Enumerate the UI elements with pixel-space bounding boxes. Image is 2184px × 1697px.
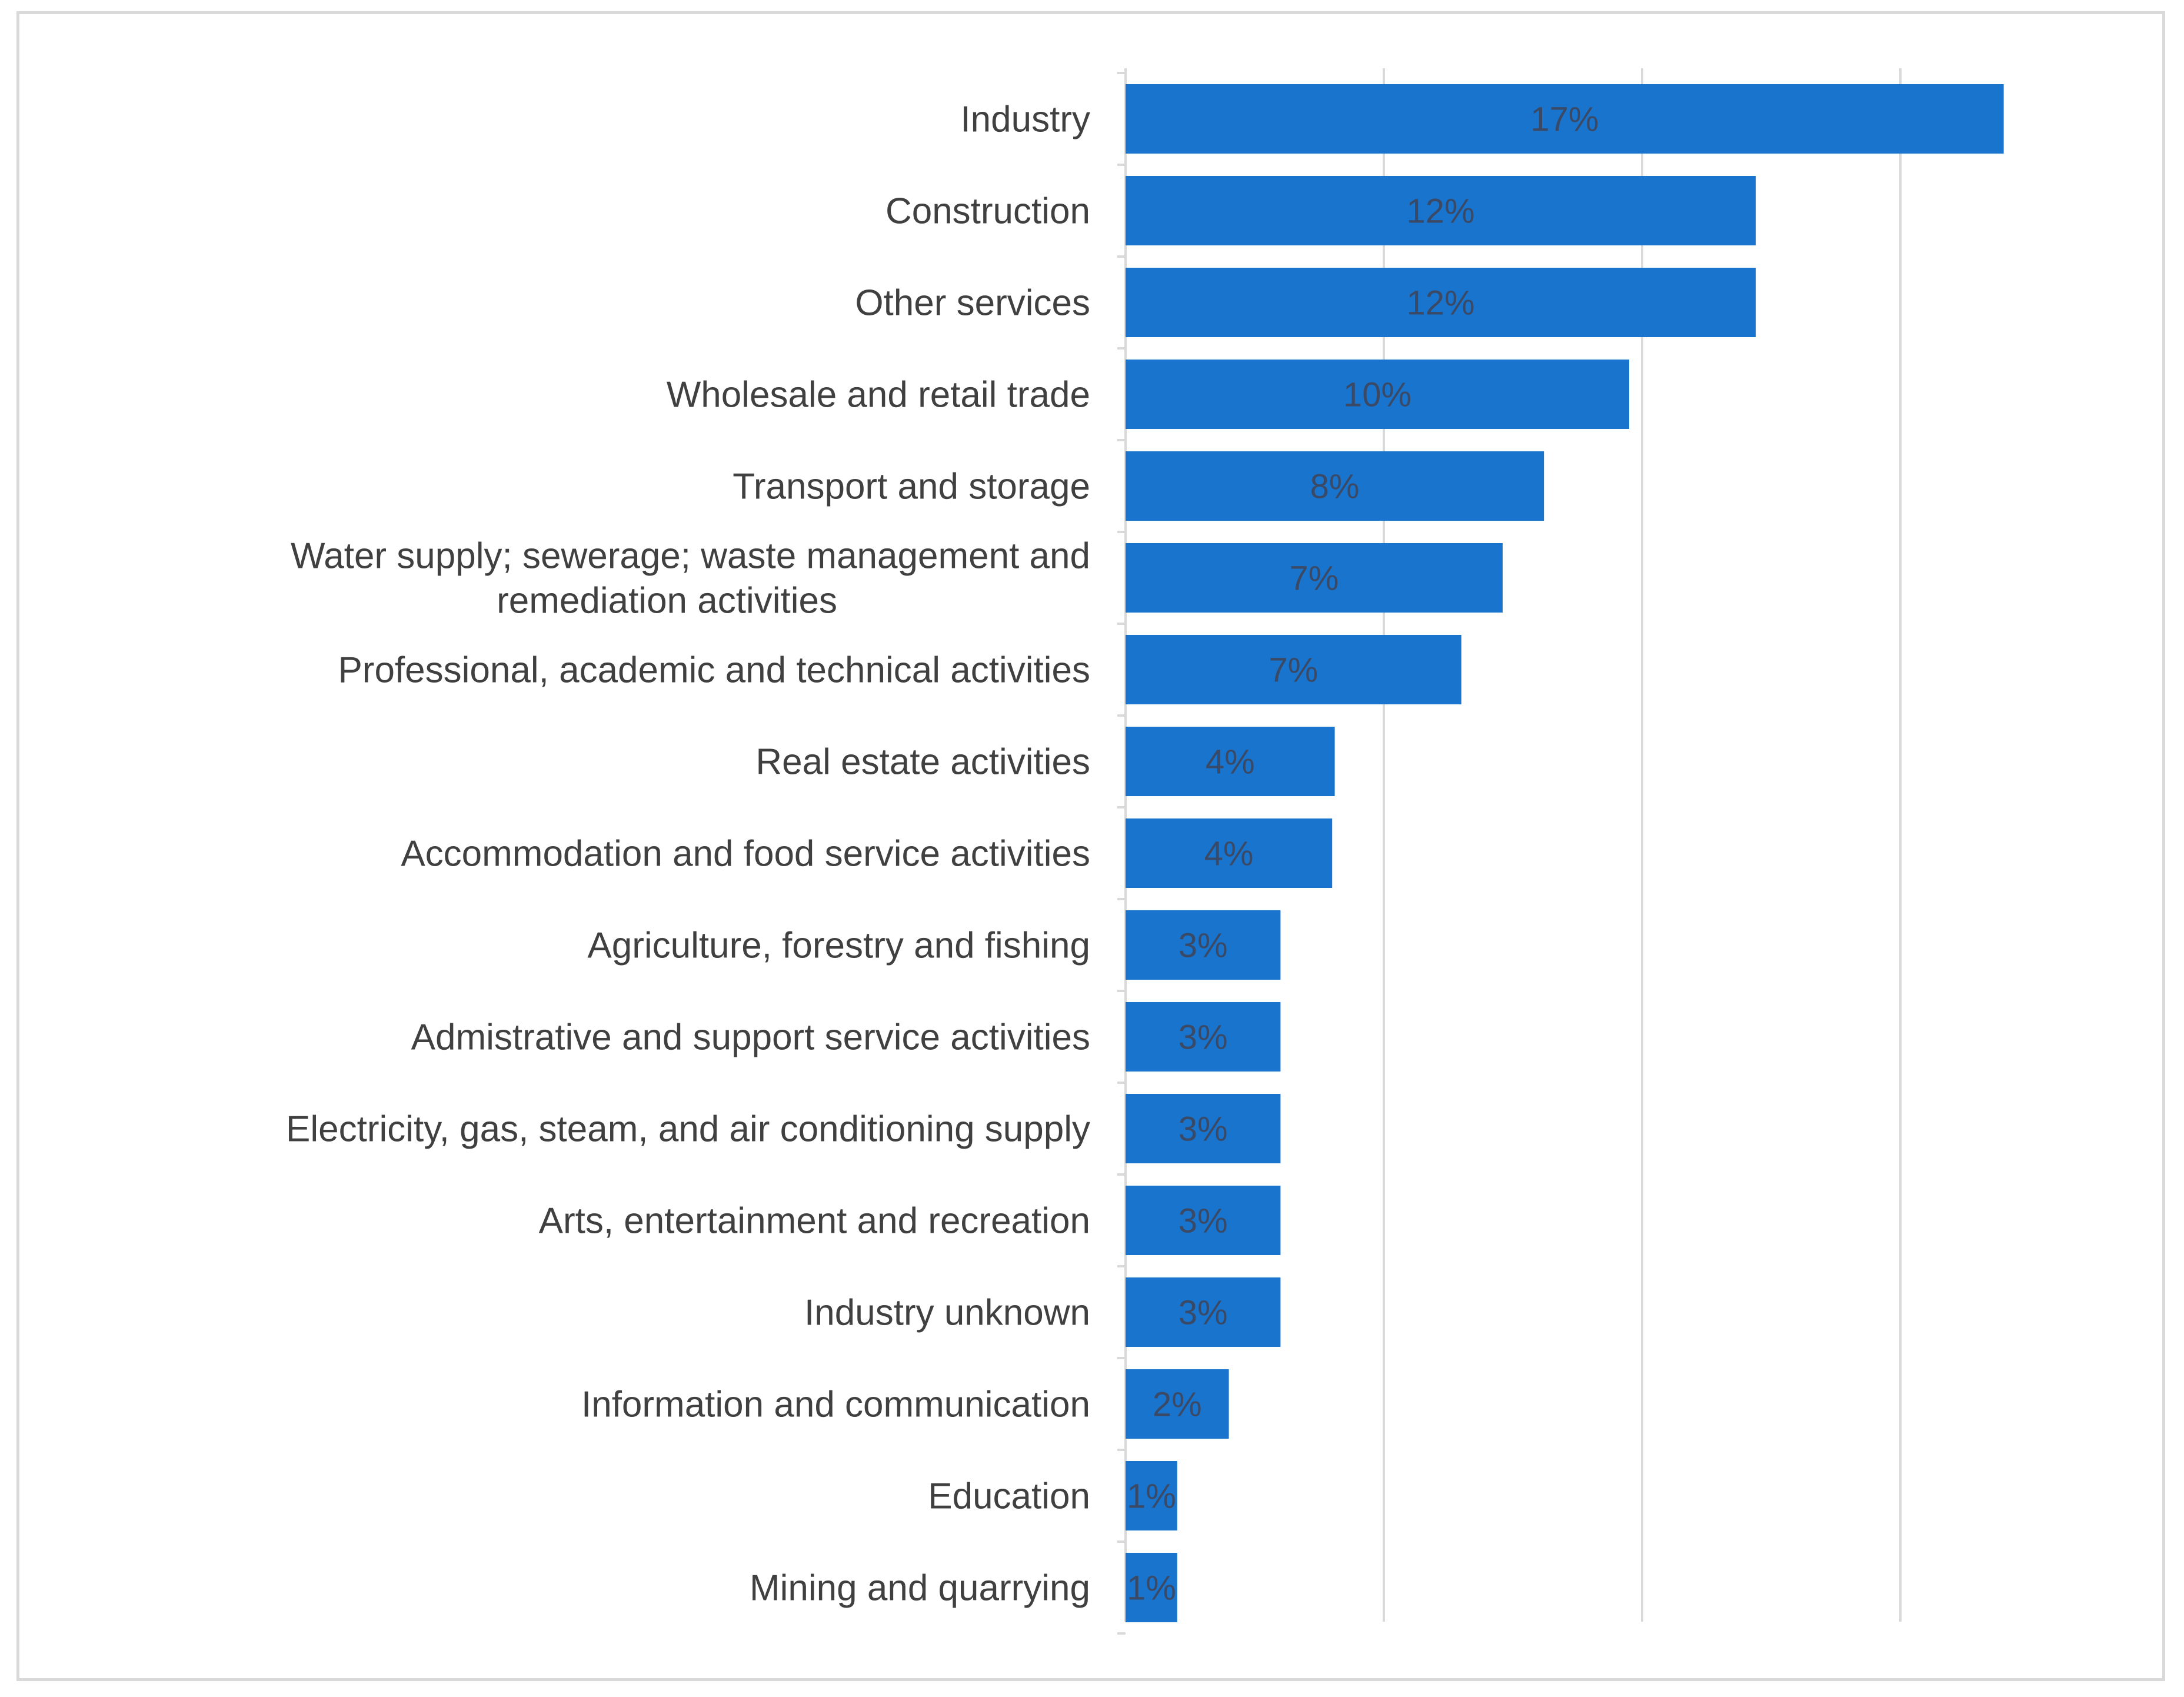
category-label-line: Accommodation and food service activitie… [401,834,1090,874]
bar-chart: Industry Construction Other services Wholes… [286,68,2004,1635]
category-label: Water supply; sewerage; waste management… [291,536,1090,621]
category-label: Other services [855,283,1090,324]
value-label: 12% [1407,192,1475,230]
category-label: Electricity, gas, steam, and air conditi… [286,1109,1090,1150]
value-label: 3% [1178,926,1228,964]
category-label-line: Electricity, gas, steam, and air conditi… [286,1109,1090,1150]
category-label: Mining and quarrying [750,1568,1090,1609]
category-label-line: remediation activities [497,581,837,621]
category-label: Education [928,1476,1090,1517]
category-label-line: Mining and quarrying [750,1568,1090,1609]
category-label-line: Water supply; sewerage; waste management… [291,536,1090,577]
category-label: Admistrative and support service activit… [411,1017,1090,1058]
category-label-line: Other services [855,283,1090,324]
category-label: Wholesale and retail trade [667,375,1090,415]
category-label: Agriculture, forestry and fishing [587,926,1090,966]
category-label-line: Admistrative and support service activit… [411,1017,1090,1058]
category-axis [1117,68,1127,1635]
value-label: 12% [1407,284,1475,322]
bar [1126,360,1630,429]
bar [1126,818,1333,888]
bar [1126,1002,1281,1072]
category-label-line: Real estate activities [755,742,1090,783]
category-label-line: Wholesale and retail trade [667,375,1090,415]
category-label: Industry [960,99,1090,140]
category-label: Real estate activities [755,742,1090,783]
value-label: 2% [1153,1385,1202,1423]
bar [1126,543,1503,613]
bar [1126,84,2004,154]
value-label: 4% [1204,834,1254,873]
value-label: 10% [1343,375,1411,414]
value-label: 4% [1206,743,1255,781]
category-label: Information and communication [581,1385,1090,1425]
category-label-line: Construction [885,191,1090,232]
value-labels: 17% 12% 12% 10% 8% 7% 7% 4% 4% 3% 3% 3% 3% 3% 2% 1% 1% [1127,100,1599,1607]
category-label: Construction [885,191,1090,232]
category-label-line: Arts, entertainment and recreation [539,1201,1090,1242]
bar [1126,1369,1229,1439]
bar [1126,1553,1177,1622]
category-label-line: Professional, academic and technical act… [338,650,1090,691]
category-label: Industry unknown [804,1293,1090,1333]
chart-frame: Industry Construction Other services Wholes… [16,11,2165,1681]
category-label-line: Education [928,1476,1090,1517]
bars [1126,84,2004,1622]
value-label: 8% [1310,467,1360,505]
bar [1126,1277,1281,1347]
value-label: 1% [1127,1477,1176,1515]
category-labels: Industry Construction Other services Wholes… [286,99,1090,1609]
category-label-line: Industry [960,99,1090,140]
category-label: Arts, entertainment and recreation [539,1201,1090,1242]
bar [1126,1186,1281,1255]
bar [1126,451,1544,521]
value-label: 17% [1530,100,1599,138]
category-label: Transport and storage [733,467,1090,507]
value-label: 3% [1178,1293,1228,1332]
value-label: 1% [1127,1569,1176,1607]
value-label: 3% [1178,1110,1228,1148]
category-label-line: Industry unknown [804,1293,1090,1333]
bar [1126,1461,1177,1530]
bar [1126,635,1461,704]
bar [1126,176,1756,245]
bar [1126,910,1281,980]
category-label-line: Transport and storage [733,467,1090,507]
bar [1126,1094,1281,1163]
category-label: Accommodation and food service activitie… [401,834,1090,874]
value-label: 3% [1178,1018,1228,1056]
category-label-line: Information and communication [581,1385,1090,1425]
value-label: 7% [1269,651,1318,689]
value-label: 3% [1178,1202,1228,1240]
category-label-line: Agriculture, forestry and fishing [587,926,1090,966]
bar [1126,268,1756,337]
value-label: 7% [1290,559,1339,597]
category-label: Professional, academic and technical act… [338,650,1090,691]
bar [1126,727,1335,796]
